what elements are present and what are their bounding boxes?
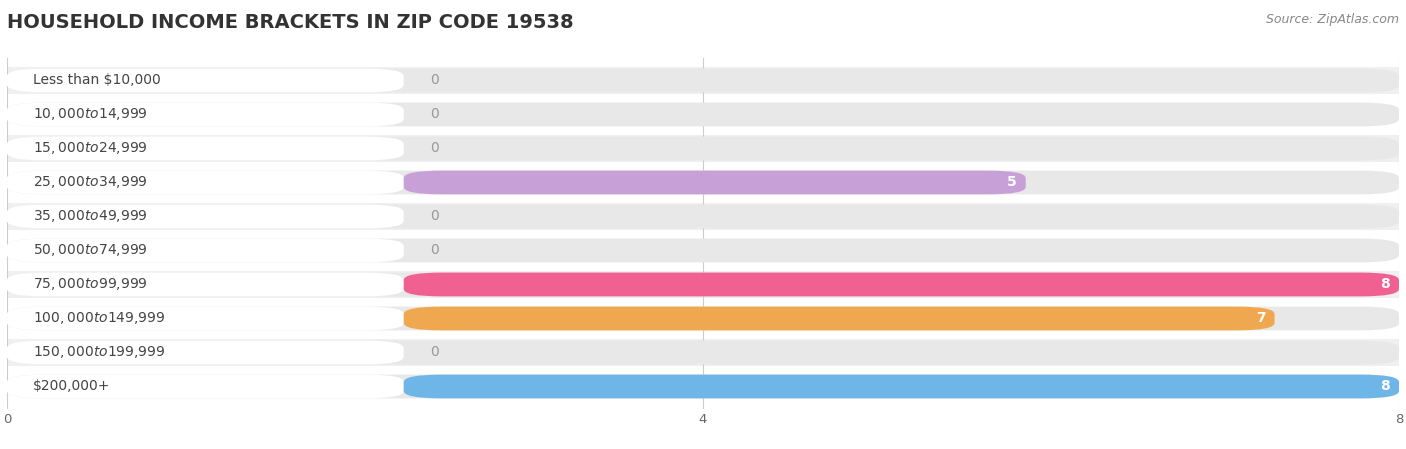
- Text: Source: ZipAtlas.com: Source: ZipAtlas.com: [1265, 13, 1399, 26]
- Text: 0: 0: [430, 345, 439, 360]
- FancyBboxPatch shape: [404, 307, 1275, 330]
- FancyBboxPatch shape: [7, 307, 1399, 330]
- FancyBboxPatch shape: [404, 171, 1026, 194]
- FancyBboxPatch shape: [7, 341, 1399, 365]
- Text: 0: 0: [430, 210, 439, 224]
- FancyBboxPatch shape: [7, 238, 404, 262]
- FancyBboxPatch shape: [7, 374, 1399, 398]
- FancyBboxPatch shape: [7, 307, 404, 330]
- Bar: [0, 101, 1406, 128]
- FancyBboxPatch shape: [7, 69, 1399, 92]
- Text: 7: 7: [1256, 312, 1265, 326]
- FancyBboxPatch shape: [7, 238, 1399, 262]
- FancyBboxPatch shape: [7, 205, 1399, 229]
- FancyBboxPatch shape: [7, 136, 404, 160]
- FancyBboxPatch shape: [7, 102, 404, 126]
- FancyBboxPatch shape: [7, 171, 1399, 194]
- Text: $10,000 to $14,999: $10,000 to $14,999: [34, 106, 148, 123]
- Text: Less than $10,000: Less than $10,000: [34, 74, 160, 88]
- Text: $35,000 to $49,999: $35,000 to $49,999: [34, 208, 148, 224]
- FancyBboxPatch shape: [7, 273, 404, 296]
- Text: $50,000 to $74,999: $50,000 to $74,999: [34, 242, 148, 259]
- Text: 8: 8: [1381, 379, 1391, 393]
- FancyBboxPatch shape: [404, 374, 1399, 398]
- Bar: [0, 67, 1406, 94]
- Text: 0: 0: [430, 74, 439, 88]
- Text: $25,000 to $34,999: $25,000 to $34,999: [34, 175, 148, 190]
- Bar: [0, 203, 1406, 230]
- FancyBboxPatch shape: [7, 102, 1399, 126]
- Text: 0: 0: [430, 141, 439, 155]
- Bar: [0, 373, 1406, 400]
- FancyBboxPatch shape: [7, 136, 1399, 160]
- FancyBboxPatch shape: [7, 341, 404, 365]
- Bar: [0, 135, 1406, 162]
- FancyBboxPatch shape: [7, 69, 404, 92]
- Bar: [0, 339, 1406, 366]
- Text: $200,000+: $200,000+: [34, 379, 111, 393]
- Text: $15,000 to $24,999: $15,000 to $24,999: [34, 141, 148, 156]
- FancyBboxPatch shape: [7, 171, 404, 194]
- FancyBboxPatch shape: [7, 374, 404, 398]
- FancyBboxPatch shape: [7, 273, 1399, 296]
- Text: 0: 0: [430, 107, 439, 122]
- FancyBboxPatch shape: [404, 273, 1399, 296]
- Text: 0: 0: [430, 243, 439, 257]
- Bar: [0, 169, 1406, 196]
- Text: 8: 8: [1381, 277, 1391, 291]
- Text: 5: 5: [1007, 176, 1017, 189]
- Text: $150,000 to $199,999: $150,000 to $199,999: [34, 344, 166, 361]
- Bar: [0, 271, 1406, 298]
- Text: HOUSEHOLD INCOME BRACKETS IN ZIP CODE 19538: HOUSEHOLD INCOME BRACKETS IN ZIP CODE 19…: [7, 13, 574, 32]
- Text: $75,000 to $99,999: $75,000 to $99,999: [34, 277, 148, 292]
- Bar: [0, 305, 1406, 332]
- FancyBboxPatch shape: [7, 205, 404, 229]
- Text: $100,000 to $149,999: $100,000 to $149,999: [34, 311, 166, 326]
- Bar: [0, 237, 1406, 264]
